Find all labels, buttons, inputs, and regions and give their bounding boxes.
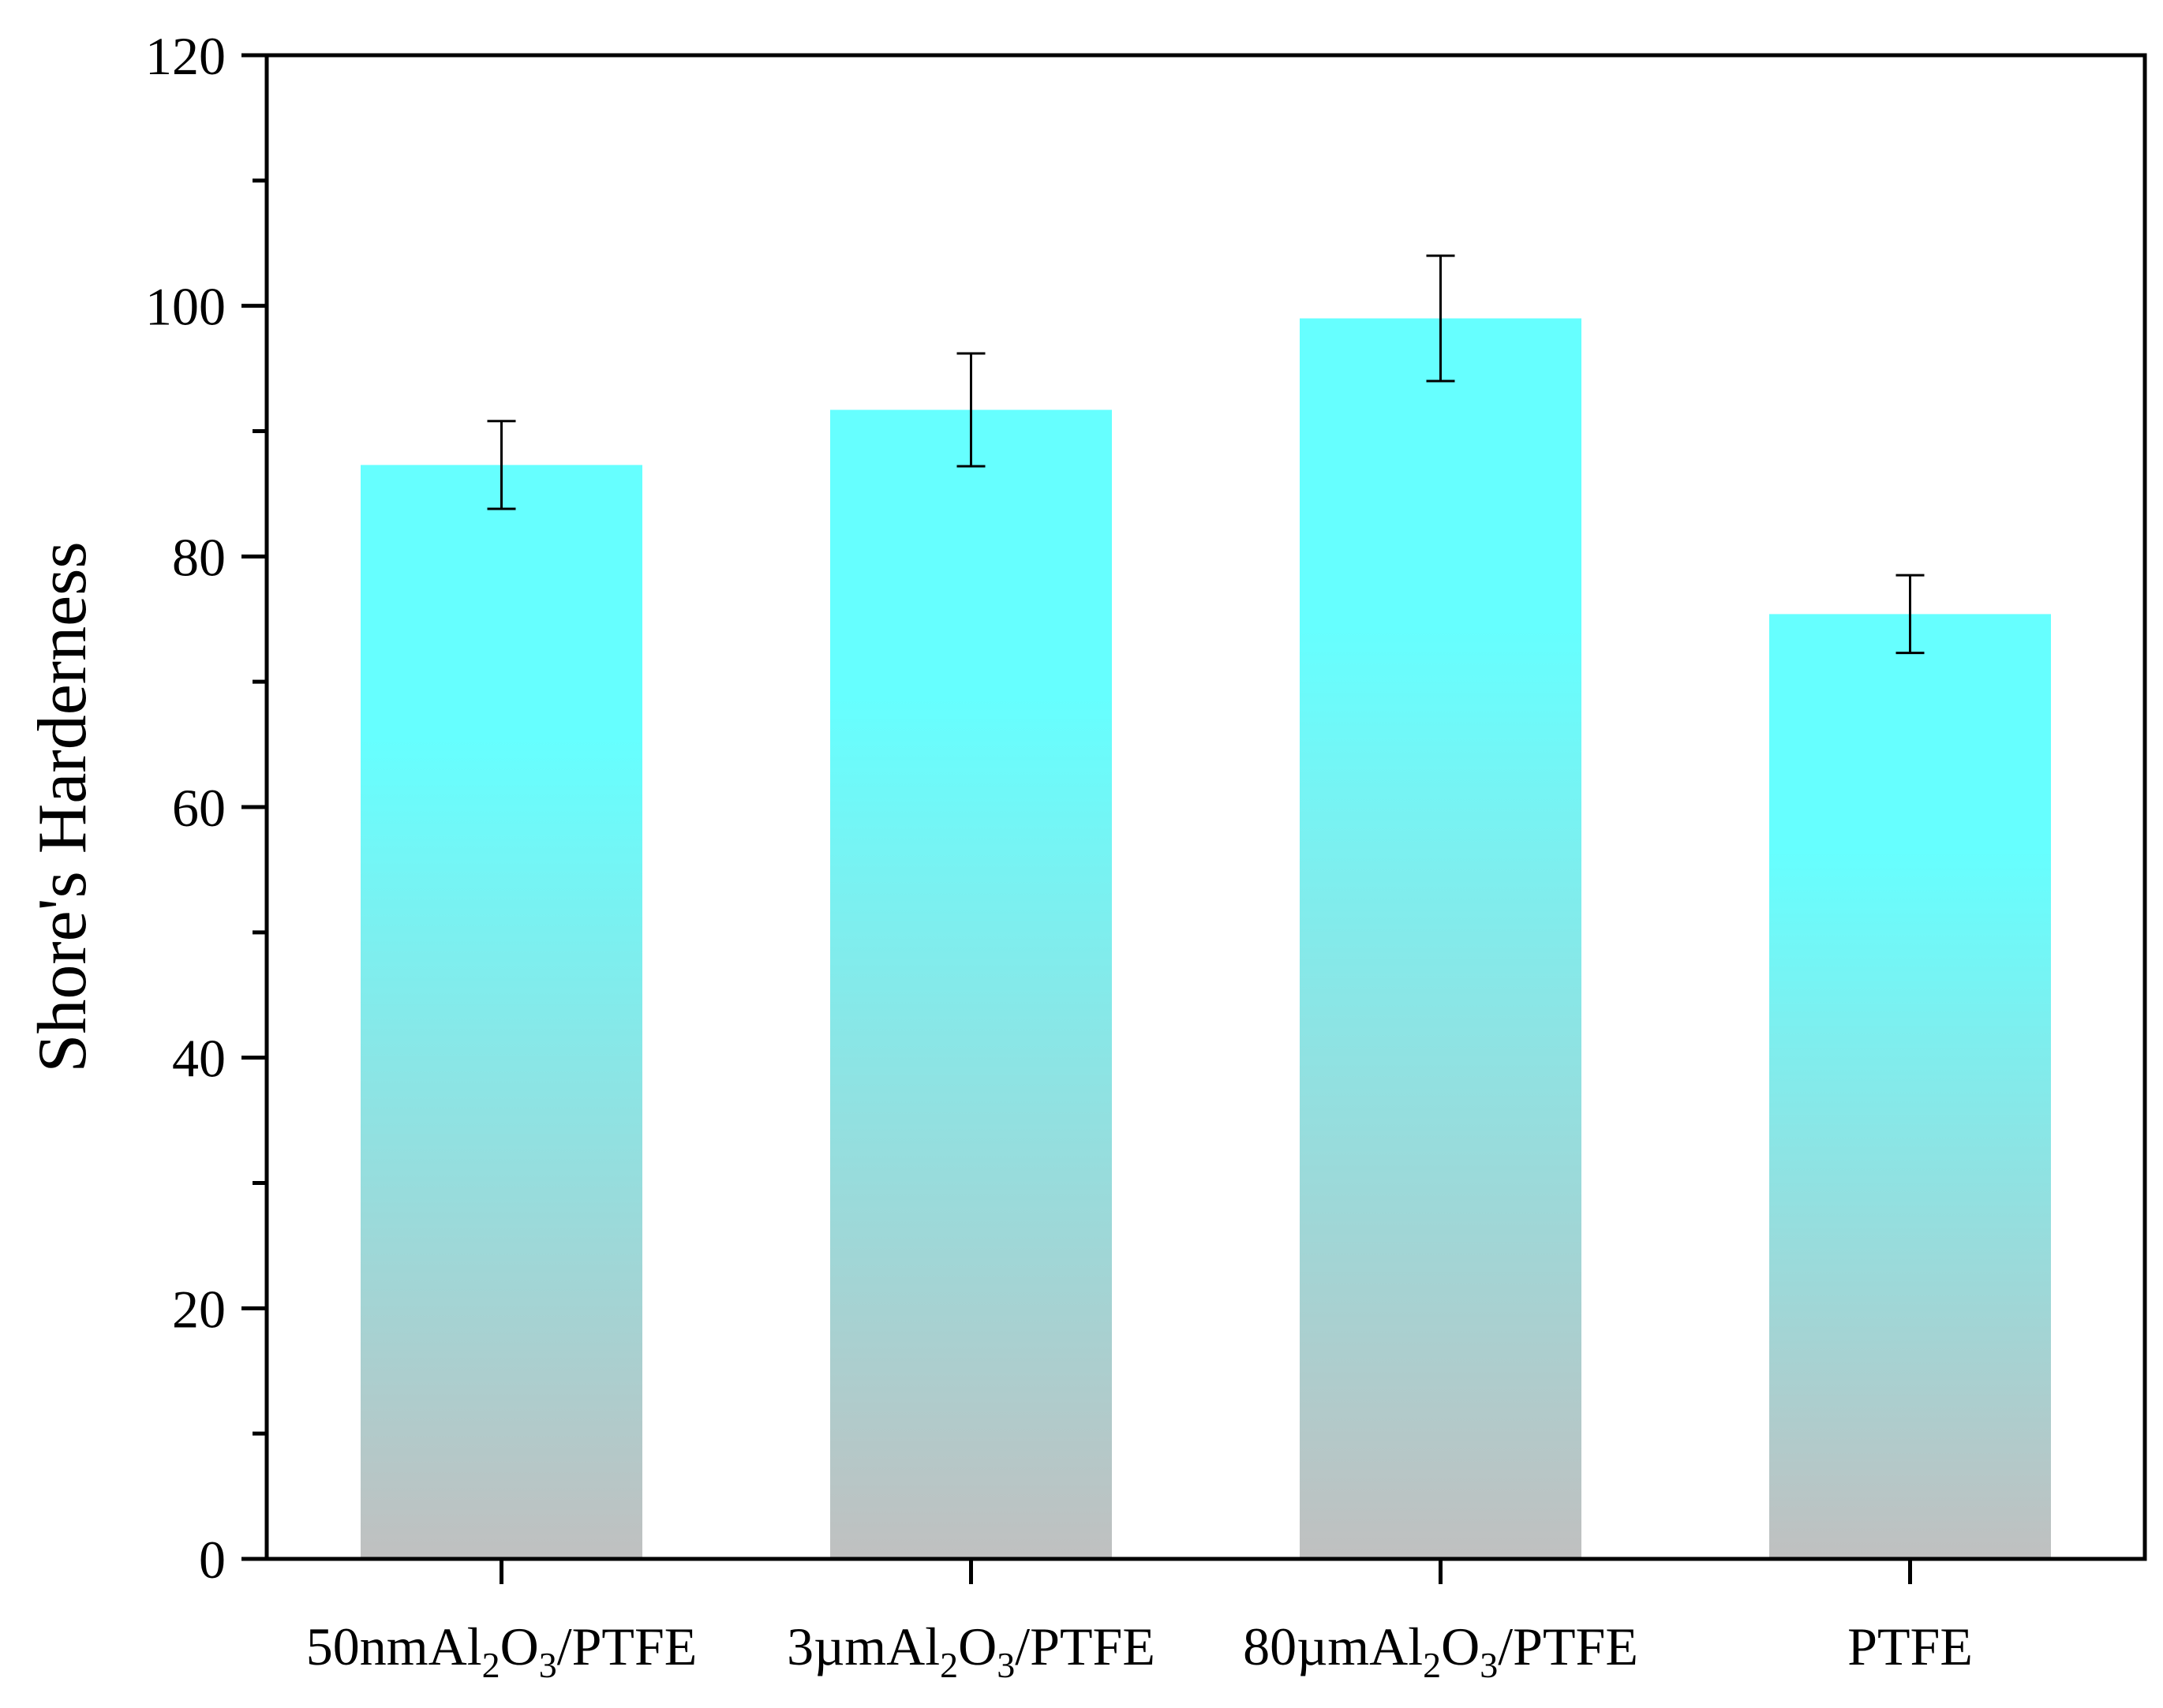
- x-category-label-2: 3µmAl2O3/PTFE: [787, 1616, 1155, 1685]
- y-tick-label-60: 60: [172, 778, 226, 838]
- x-category-label-1: 50nmAl2O3/PTFE: [306, 1616, 698, 1685]
- y-tick-label-80: 80: [172, 527, 226, 587]
- y-tick-label-100: 100: [145, 277, 226, 337]
- y-tick-label-40: 40: [172, 1029, 226, 1089]
- bar-3: [1300, 318, 1581, 1559]
- bars-layer: [361, 318, 2051, 1560]
- bar-2: [830, 409, 1112, 1560]
- y-tick-label-20: 20: [172, 1279, 226, 1339]
- bar-1: [361, 465, 642, 1559]
- error-bars-layer: [487, 254, 1925, 655]
- axis-labels-layer: 0 20 40 60 80 100 120 50nmAl2O3/PTFE 3µmAl2O3/PT…: [145, 26, 1973, 1685]
- x-category-label-3: 80µmAl2O3/PTFE: [1243, 1616, 1638, 1685]
- y-axis-title: Shore's Harderness: [24, 541, 101, 1072]
- x-category-label-4: PTFE: [1847, 1616, 1973, 1676]
- axis-ticks-layer: [241, 53, 1912, 1584]
- bar-4: [1769, 614, 2051, 1559]
- y-tick-label-120: 120: [145, 26, 226, 86]
- y-tick-label-0: 0: [199, 1530, 226, 1590]
